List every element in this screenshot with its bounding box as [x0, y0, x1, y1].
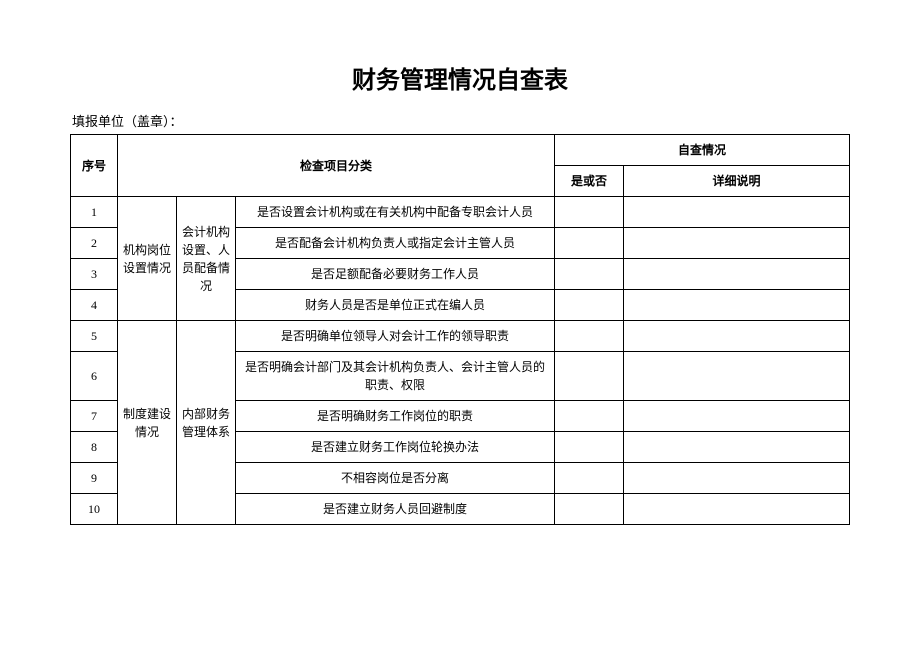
- self-check-table: 序号 检查项目分类 自查情况 是或否 详细说明 1机构岗位设置情况会计机构设置、…: [70, 134, 850, 525]
- cell-detail: [624, 463, 850, 494]
- header-detail: 详细说明: [624, 166, 850, 197]
- document-page: 财务管理情况自查表 填报单位（盖章）： 序号 检查项目分类 自查情况 是或否 详…: [0, 0, 920, 525]
- cell-item: 是否建立财务人员回避制度: [236, 494, 555, 525]
- cell-item: 是否明确单位领导人对会计工作的领导职责: [236, 321, 555, 352]
- table-row: 1机构岗位设置情况会计机构设置、人员配备情况是否设置会计机构或在有关机构中配备专…: [71, 197, 850, 228]
- cell-category-2: 内部财务管理体系: [177, 321, 236, 525]
- cell-yesno: [555, 401, 624, 432]
- table-body: 1机构岗位设置情况会计机构设置、人员配备情况是否设置会计机构或在有关机构中配备专…: [71, 197, 850, 525]
- cell-detail: [624, 321, 850, 352]
- cell-yesno: [555, 228, 624, 259]
- cell-yesno: [555, 290, 624, 321]
- cell-yesno: [555, 352, 624, 401]
- cell-yesno: [555, 494, 624, 525]
- cell-item: 是否建立财务工作岗位轮换办法: [236, 432, 555, 463]
- cell-yesno: [555, 259, 624, 290]
- page-title: 财务管理情况自查表: [70, 60, 850, 95]
- cell-item: 是否设置会计机构或在有关机构中配备专职会计人员: [236, 197, 555, 228]
- cell-detail: [624, 401, 850, 432]
- cell-detail: [624, 352, 850, 401]
- cell-seq: 5: [71, 321, 118, 352]
- cell-seq: 2: [71, 228, 118, 259]
- cell-category-1: 机构岗位设置情况: [118, 197, 177, 321]
- header-yesno: 是或否: [555, 166, 624, 197]
- cell-item: 是否配备会计机构负责人或指定会计主管人员: [236, 228, 555, 259]
- header-seq: 序号: [71, 135, 118, 197]
- cell-detail: [624, 228, 850, 259]
- cell-seq: 4: [71, 290, 118, 321]
- table-row: 5制度建设情况内部财务管理体系是否明确单位领导人对会计工作的领导职责: [71, 321, 850, 352]
- cell-category-2: 会计机构设置、人员配备情况: [177, 197, 236, 321]
- cell-item: 不相容岗位是否分离: [236, 463, 555, 494]
- cell-detail: [624, 432, 850, 463]
- cell-yesno: [555, 432, 624, 463]
- cell-detail: [624, 197, 850, 228]
- cell-item: 是否明确会计部门及其会计机构负责人、会计主管人员的职责、权限: [236, 352, 555, 401]
- cell-seq: 7: [71, 401, 118, 432]
- cell-yesno: [555, 197, 624, 228]
- reporting-unit-label: 填报单位（盖章）：: [70, 111, 850, 130]
- cell-category-1: 制度建设情况: [118, 321, 177, 525]
- cell-seq: 8: [71, 432, 118, 463]
- cell-yesno: [555, 463, 624, 494]
- cell-detail: [624, 494, 850, 525]
- cell-detail: [624, 259, 850, 290]
- header-selfcheck: 自查情况: [555, 135, 850, 166]
- cell-item: 财务人员是否是单位正式在编人员: [236, 290, 555, 321]
- cell-item: 是否足额配备必要财务工作人员: [236, 259, 555, 290]
- cell-seq: 3: [71, 259, 118, 290]
- cell-seq: 1: [71, 197, 118, 228]
- cell-seq: 10: [71, 494, 118, 525]
- header-category: 检查项目分类: [118, 135, 555, 197]
- cell-yesno: [555, 321, 624, 352]
- cell-detail: [624, 290, 850, 321]
- cell-seq: 6: [71, 352, 118, 401]
- cell-seq: 9: [71, 463, 118, 494]
- cell-item: 是否明确财务工作岗位的职责: [236, 401, 555, 432]
- table-header: 序号 检查项目分类 自查情况 是或否 详细说明: [71, 135, 850, 197]
